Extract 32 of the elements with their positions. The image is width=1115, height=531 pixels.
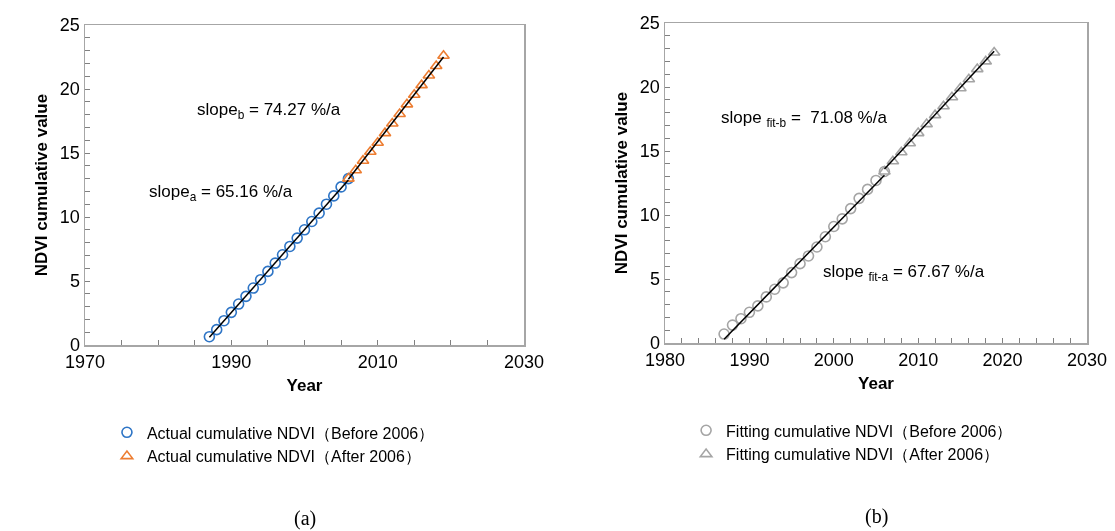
x-tick-label: 1990 <box>211 352 252 373</box>
annotation: slope$_{a}$ = 65.16 %/a <box>149 182 293 204</box>
y-tick-label: 15 <box>639 141 660 162</box>
x-axis-title: Year <box>286 376 323 396</box>
x-tick-label: 2030 <box>503 352 545 373</box>
legend-label: Fitting cumulative NDVI（After 2006） <box>726 446 1000 464</box>
y-axis-title: NDVI cumulative value <box>611 91 631 275</box>
x-tick-label: 2030 <box>1066 350 1108 371</box>
x-tick-label: 2000 <box>813 350 854 371</box>
y-tick-label: 20 <box>59 79 80 100</box>
text: (b) <box>865 505 889 528</box>
y-tick-label: 10 <box>639 205 660 226</box>
x-tick-label: 1990 <box>729 350 770 371</box>
x-tick-label: 2010 <box>357 352 398 373</box>
y-tick-label: 5 <box>649 269 660 290</box>
x-tick-label: 2020 <box>982 350 1023 371</box>
x-axis-title: Year <box>858 374 895 394</box>
legend-label: Fitting cumulative NDVI（Before 2006） <box>726 422 1013 440</box>
y-tick-label: 10 <box>59 207 80 228</box>
y-tick-label: 20 <box>639 77 660 98</box>
annotation: slope $_{fit-a}$ = 67.67 %/a <box>823 262 985 284</box>
text: (a) <box>294 507 317 530</box>
legend-label: Actual cumulative NDVI（After 2006） <box>146 448 421 466</box>
y-axis-title: NDVI cumulative value <box>31 93 51 277</box>
legend-label: Actual cumulative NDVI（Before 2006） <box>146 424 435 442</box>
x-tick-label: 2010 <box>898 350 939 371</box>
y-tick-label: 25 <box>59 15 80 36</box>
annotation: slope $_{fit-b}$ = 71.08 %/a <box>721 108 888 130</box>
y-tick-label: 25 <box>639 13 660 34</box>
y-tick-label: 15 <box>59 143 80 164</box>
y-tick-label: 5 <box>69 271 80 292</box>
annotation: slope$_{b}$ = 74.27 %/a <box>197 100 341 122</box>
